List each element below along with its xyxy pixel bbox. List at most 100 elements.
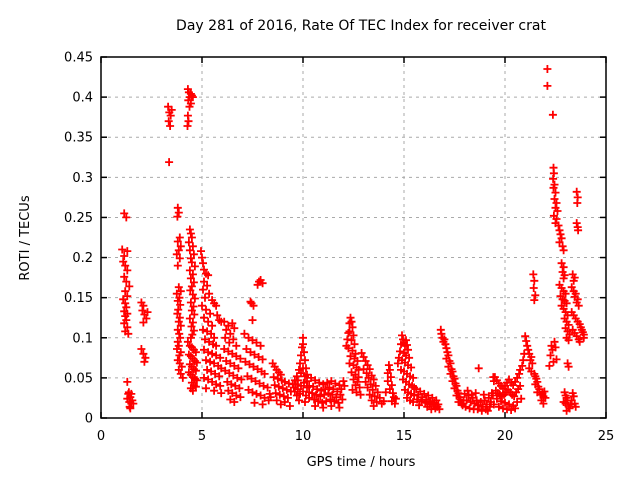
data-point bbox=[369, 375, 378, 384]
data-point bbox=[167, 105, 176, 114]
data-point bbox=[564, 362, 573, 371]
data-point bbox=[554, 221, 563, 230]
data-point bbox=[531, 291, 540, 300]
data-point bbox=[516, 381, 525, 390]
data-point bbox=[183, 122, 192, 130]
data-point bbox=[166, 122, 175, 130]
y-tick-label: 0.15 bbox=[64, 291, 93, 306]
data-point bbox=[186, 286, 195, 295]
data-point bbox=[120, 252, 129, 260]
data-point bbox=[348, 323, 357, 332]
chart-title: Day 281 of 2016, Rate Of TEC Index for r… bbox=[176, 18, 546, 34]
data-point bbox=[236, 393, 245, 402]
data-point bbox=[548, 110, 557, 119]
data-point bbox=[233, 373, 242, 382]
data-point bbox=[519, 356, 528, 365]
data-point bbox=[513, 398, 522, 406]
data-point bbox=[192, 376, 201, 385]
data-point bbox=[256, 341, 265, 350]
data-point bbox=[350, 340, 359, 349]
data-point bbox=[236, 354, 245, 363]
data-point bbox=[330, 397, 339, 406]
data-point bbox=[173, 325, 182, 334]
data-point bbox=[300, 348, 308, 357]
data-point bbox=[539, 399, 548, 408]
data-points bbox=[118, 65, 588, 415]
data-point bbox=[553, 207, 562, 215]
data-point bbox=[569, 276, 578, 285]
data-point bbox=[571, 402, 580, 411]
data-point bbox=[393, 359, 402, 368]
data-point bbox=[248, 388, 257, 397]
data-point bbox=[206, 309, 215, 318]
data-point bbox=[370, 392, 379, 401]
data-point bbox=[352, 388, 361, 397]
tick-labels: 0 5 10 15 20 25 0 0.05 0.1 0.15 0.2 0.25 0.3 0.35 0.4 0… bbox=[64, 51, 614, 445]
data-point bbox=[139, 301, 148, 310]
data-point bbox=[125, 282, 134, 291]
data-point bbox=[285, 402, 294, 410]
data-point bbox=[517, 394, 526, 403]
data-point bbox=[414, 390, 423, 399]
data-point bbox=[222, 325, 231, 334]
data-point bbox=[295, 396, 303, 405]
data-point bbox=[123, 266, 132, 275]
data-point bbox=[574, 301, 583, 310]
data-point bbox=[530, 276, 539, 285]
data-point bbox=[202, 356, 210, 365]
data-point bbox=[184, 117, 193, 126]
data-point bbox=[552, 199, 561, 207]
data-point bbox=[226, 329, 235, 338]
data-point bbox=[559, 398, 568, 406]
data-point bbox=[118, 245, 127, 254]
data-point bbox=[292, 372, 301, 381]
data-point bbox=[225, 338, 234, 347]
data-point bbox=[230, 324, 239, 333]
data-point bbox=[173, 261, 182, 270]
data-point bbox=[344, 344, 353, 353]
data-point bbox=[204, 348, 213, 357]
y-axis-label: ROTI / TECUs bbox=[18, 195, 33, 280]
data-point bbox=[522, 337, 531, 345]
data-point bbox=[184, 238, 193, 247]
data-point bbox=[338, 395, 347, 404]
data-point bbox=[202, 305, 210, 314]
data-point bbox=[212, 351, 221, 360]
data-point bbox=[312, 390, 321, 399]
data-point bbox=[232, 391, 241, 400]
data-point bbox=[176, 321, 185, 330]
data-point bbox=[123, 247, 132, 256]
data-point bbox=[252, 389, 261, 398]
data-point bbox=[220, 345, 229, 353]
data-point bbox=[318, 398, 327, 407]
data-point bbox=[220, 317, 229, 326]
data-point bbox=[391, 394, 400, 403]
data-point bbox=[211, 369, 220, 378]
data-point bbox=[551, 343, 560, 352]
data-point bbox=[461, 402, 470, 411]
data-point bbox=[241, 357, 250, 366]
data-point bbox=[206, 357, 215, 366]
data-point bbox=[354, 373, 363, 382]
data-point bbox=[178, 373, 187, 382]
data-point bbox=[259, 381, 268, 390]
data-point bbox=[200, 373, 208, 382]
data-point bbox=[212, 341, 221, 350]
data-point bbox=[308, 389, 317, 398]
data-point bbox=[190, 294, 199, 303]
data-point bbox=[356, 390, 365, 399]
data-point bbox=[126, 404, 135, 413]
data-point bbox=[258, 279, 267, 288]
data-point bbox=[234, 364, 243, 373]
data-point bbox=[403, 341, 411, 349]
data-point bbox=[405, 353, 414, 362]
data-point bbox=[320, 390, 329, 399]
data-point bbox=[191, 348, 200, 357]
data-point bbox=[203, 281, 212, 290]
data-point bbox=[355, 383, 364, 392]
data-point bbox=[260, 369, 269, 378]
x-axis-label: GPS time / hours bbox=[307, 455, 416, 470]
data-point bbox=[332, 393, 341, 402]
data-point bbox=[351, 381, 360, 390]
data-point bbox=[562, 299, 571, 308]
